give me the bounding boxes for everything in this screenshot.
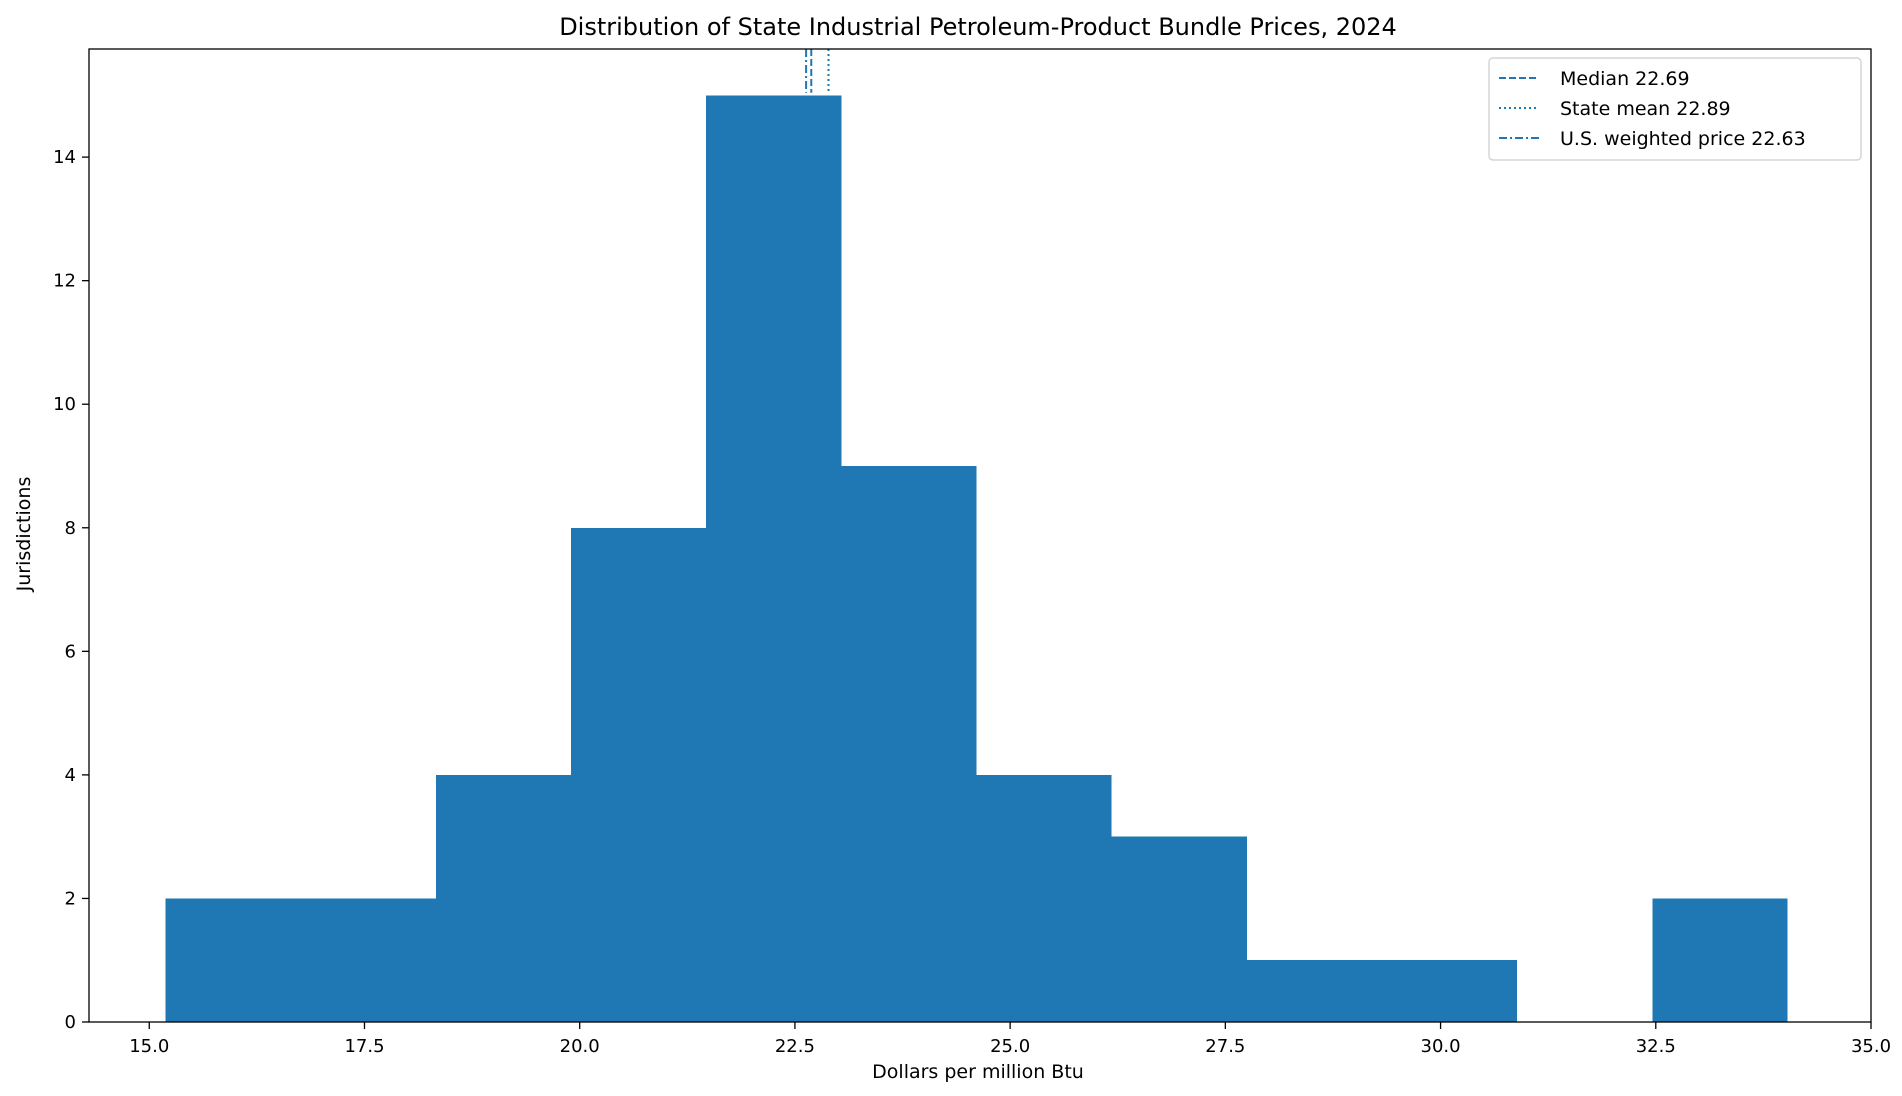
x-tick-label: 25.0 [990, 1036, 1030, 1057]
histogram-bar [976, 774, 1112, 1022]
plot-area-frame [88, 48, 1872, 1023]
y-tick-label: 0 [65, 1012, 76, 1033]
reference-lines-layer [805, 49, 830, 93]
x-tick-label: 27.5 [1205, 1036, 1245, 1057]
x-tick-label: 30.0 [1421, 1036, 1461, 1057]
histogram-bar [571, 527, 707, 1022]
histogram-bar [300, 898, 436, 1022]
x-tick-label: 35.0 [1851, 1036, 1891, 1057]
legend-entry-label: U.S. weighted price 22.63 [1560, 128, 1806, 150]
x-axis-label: Dollars per million Btu [872, 1061, 1084, 1083]
y-tick-label: 14 [53, 147, 76, 168]
y-tick-label: 2 [65, 888, 76, 909]
x-axis: 15.0 17.5 20.0 22.5 25.0 27.5 30.0 32.5 35.0 [129, 1022, 1891, 1057]
chart-title: Distribution of State Industrial Petrole… [559, 13, 1397, 41]
x-tick-label: 17.5 [344, 1036, 384, 1057]
x-tick-label: 20.0 [560, 1036, 600, 1057]
y-tick-label: 12 [53, 271, 76, 292]
histogram-bar [1382, 960, 1518, 1022]
histogram-bar [1246, 960, 1383, 1022]
histogram-bar [435, 774, 572, 1022]
histogram-bar [1111, 836, 1247, 1022]
legend-entry-label: Median 22.69 [1560, 68, 1690, 90]
x-tick-label: 22.5 [775, 1036, 815, 1057]
y-axis-label: Jurisdictions [13, 477, 35, 593]
bars-layer [165, 95, 1788, 1023]
histogram-bar [1652, 898, 1788, 1022]
y-tick-label: 8 [65, 518, 76, 539]
legend: Median 22.69 State mean 22.89 U.S. weighte… [1488, 57, 1862, 161]
x-tick-label: 32.5 [1636, 1036, 1676, 1057]
y-tick-label: 6 [65, 641, 76, 662]
y-axis: 0 2 4 6 8 10 12 14 [53, 147, 89, 1033]
histogram-bar [165, 898, 301, 1022]
histogram-bar [841, 466, 977, 1022]
legend-entry-label: State mean 22.89 [1560, 98, 1731, 120]
y-tick-label: 10 [53, 394, 76, 415]
y-tick-label: 4 [65, 765, 76, 786]
x-tick-label: 15.0 [129, 1036, 169, 1057]
legend-box [1488, 57, 1862, 161]
histogram-bar [706, 95, 842, 1023]
